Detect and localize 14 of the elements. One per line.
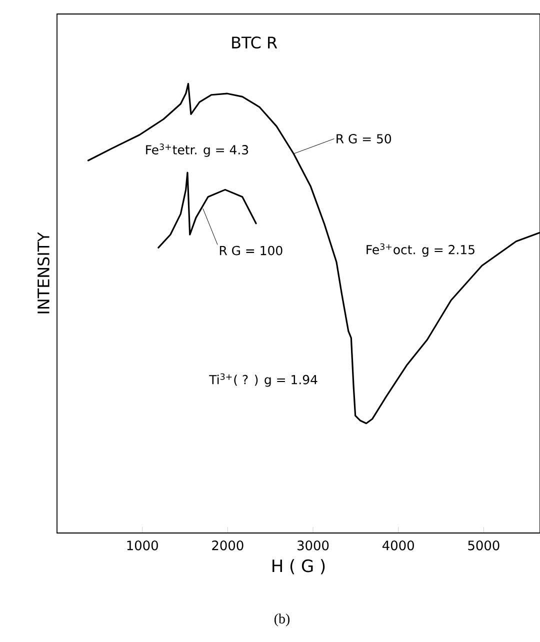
annotation: R G = 100	[220, 246, 282, 256]
annotation: Fe$^{3+}$tetr. g = 4.3	[146, 143, 248, 157]
x-axis-title: H ( G )	[272, 559, 324, 574]
chart-title: BTC R	[232, 36, 277, 49]
annotation: R G = 50	[336, 134, 391, 144]
text: (b)	[274, 614, 290, 626]
x-tick-label: 4000	[382, 540, 414, 550]
annotation: Ti$^{3+}$( ? ) g = 1.94	[208, 373, 318, 387]
x-tick-label: 2000	[212, 540, 244, 550]
annotation: Fe$^{3+}$oct. g = 2.15	[366, 243, 474, 257]
x-tick-label: 3000	[297, 540, 328, 550]
x-tick-label: 5000	[468, 540, 500, 550]
y-axis-title: INTENSITY	[37, 232, 50, 314]
x-tick-label: 1000	[127, 540, 158, 550]
